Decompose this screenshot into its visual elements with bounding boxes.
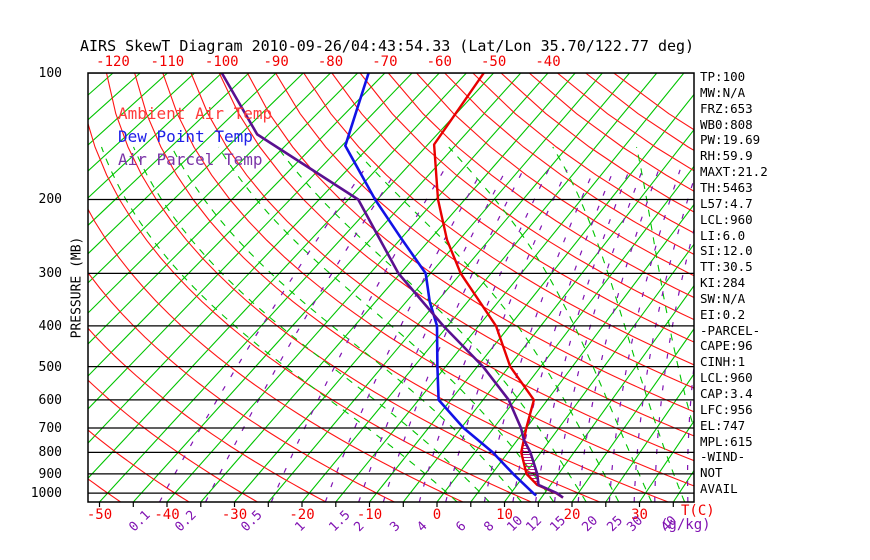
stat-line: LI:6.0	[700, 227, 746, 243]
stat-line: SW:N/A	[700, 290, 746, 306]
profile-line-dew	[344, 73, 538, 497]
pressure-tick: 300	[38, 266, 62, 282]
profile-line-parcel	[220, 73, 564, 499]
stat-line: MPL:615	[700, 433, 753, 449]
bottom-temp-tick: 0	[432, 507, 442, 523]
top-temp-tick: -70	[372, 54, 398, 70]
stat-line: TT:30.5	[700, 259, 753, 275]
top-temp-tick: -60	[426, 54, 452, 70]
stat-line: EL:747	[700, 417, 746, 433]
top-temp-tick: -90	[263, 54, 289, 70]
pressure-tick: 200	[38, 192, 62, 208]
legend-item-parcel: Air Parcel Temp	[118, 150, 263, 169]
stat-line: NOT	[700, 465, 723, 481]
stat-line: RH:59.9	[700, 148, 753, 164]
legend-item-dew: Dew Point Temp	[118, 127, 253, 146]
stat-line: -WIND-	[700, 449, 746, 465]
pressure-tick: 900	[38, 466, 62, 482]
mixing-ratio-axis-unit: (g/kg)	[660, 517, 711, 533]
stat-line: MW:N/A	[700, 84, 746, 100]
bottom-temp-tick: -40	[154, 507, 180, 523]
stat-line: AVAIL	[700, 481, 738, 497]
stat-line: CAP:3.4	[700, 386, 753, 401]
stat-line: TH:5463	[700, 179, 753, 195]
pressure-axis-label: PRESSURE (MB)	[69, 236, 85, 339]
top-temp-tick: -120	[96, 54, 130, 70]
bottom-temp-tick: 10	[496, 507, 513, 523]
pressure-tick: 800	[38, 445, 62, 461]
legend-item-ambient: Ambient Air Temp	[118, 104, 273, 123]
pressure-tick: 100	[38, 66, 62, 81]
stat-line: EI:0.2	[700, 306, 746, 322]
stat-line: LFC:956	[700, 401, 753, 417]
bottom-temp-tick: -20	[289, 507, 315, 523]
stat-line: LCL:960	[700, 211, 753, 227]
stat-line: KI:284	[700, 275, 746, 291]
pressure-tick: 500	[38, 359, 62, 375]
bottom-temp-tick: 20	[563, 507, 581, 523]
bottom-temp-tick: -30	[221, 507, 248, 523]
stat-line: SI:12.0	[700, 243, 753, 259]
stat-line: FRZ:653	[700, 100, 753, 116]
bottom-temp-tick: 30	[631, 507, 648, 523]
stat-line: TP:100	[700, 69, 746, 84]
bottom-temp-tick: -50	[86, 507, 113, 523]
temp-axis-unit: T(C)	[681, 503, 715, 519]
stat-line: -PARCEL-	[700, 322, 761, 338]
stat-line: CAPE:96	[700, 338, 753, 354]
stat-line: L57:4.7	[700, 195, 753, 211]
stat-line: MAXT:21.2	[700, 164, 768, 180]
chart-title: AIRS SkewT Diagram 2010-09-26/04:43:54.3…	[80, 37, 695, 55]
top-temp-tick: -80	[317, 54, 344, 70]
pressure-tick: 1000	[30, 486, 62, 502]
stat-line: WB0:808	[700, 116, 753, 132]
pressure-tick: 700	[38, 421, 62, 437]
top-temp-tick: -110	[150, 54, 185, 70]
bottom-temp-tick: -10	[356, 507, 383, 523]
stat-line: PW:19.69	[700, 132, 761, 148]
top-temp-tick: -40	[535, 54, 561, 70]
pressure-tick: 600	[38, 392, 62, 408]
stat-line: CINH:1	[700, 354, 746, 370]
top-temp-tick: -100	[204, 54, 239, 70]
pressure-tick: 400	[38, 318, 62, 334]
top-temp-tick: -50	[480, 54, 507, 70]
stat-line: LCL:960	[700, 370, 753, 386]
profile-line-ambient	[432, 73, 564, 499]
